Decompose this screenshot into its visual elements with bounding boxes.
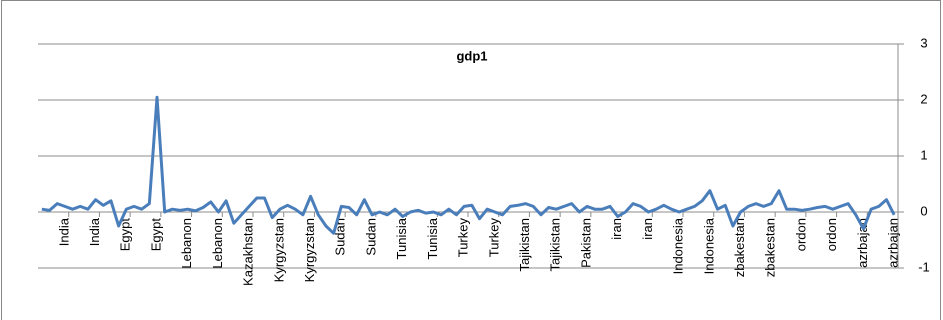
x-tick-label: zbakestan xyxy=(732,218,747,277)
x-tick-label: iran xyxy=(609,218,624,240)
y-tick-label: -1 xyxy=(918,259,930,274)
x-tick-label: Tunisia xyxy=(394,217,409,259)
x-tick-label: Egypt xyxy=(148,218,163,252)
x-tick-label: Lebanon xyxy=(179,218,194,269)
x-tick-label: Tajikistan xyxy=(548,218,563,271)
x-tick-label: Kyrgyzstan xyxy=(302,218,317,282)
chart-title: gdp1 xyxy=(456,48,487,63)
x-tick-label: Pakistan xyxy=(578,218,593,268)
x-tick-label: Turkey xyxy=(456,218,471,258)
x-tick-label: India xyxy=(87,217,102,246)
x-tick-label: Indonesia xyxy=(701,217,716,274)
x-tick-label: Turkey xyxy=(486,218,501,258)
x-tick-label: Kazakhstan xyxy=(241,218,256,286)
x-tick-label: azrbajan xyxy=(855,218,870,268)
x-tick-label: Tajikistan xyxy=(517,218,532,271)
x-tick-label: Lebanon xyxy=(210,218,225,269)
x-tick-label: Sudan xyxy=(363,218,378,256)
x-tick-label: zbakestan xyxy=(763,218,778,277)
x-tick-label: ordon xyxy=(793,218,808,251)
x-tick-label: Egypt xyxy=(118,218,133,252)
y-tick-label: 3 xyxy=(920,35,927,50)
data-line xyxy=(41,95,896,235)
y-tick-label: 2 xyxy=(920,91,927,106)
x-tick-label: iran xyxy=(640,218,655,240)
x-tick-label: India xyxy=(56,217,71,246)
x-tick-label: azrbajan xyxy=(886,218,901,268)
x-tick-label: ordon xyxy=(824,218,839,251)
x-tick-label: Tunisia xyxy=(425,217,440,259)
x-tick-label: Indonesia xyxy=(671,217,686,274)
y-tick-label: 1 xyxy=(920,147,927,162)
x-tick-label: Kyrgyzstan xyxy=(271,218,286,282)
y-tick-label: 0 xyxy=(920,203,927,218)
